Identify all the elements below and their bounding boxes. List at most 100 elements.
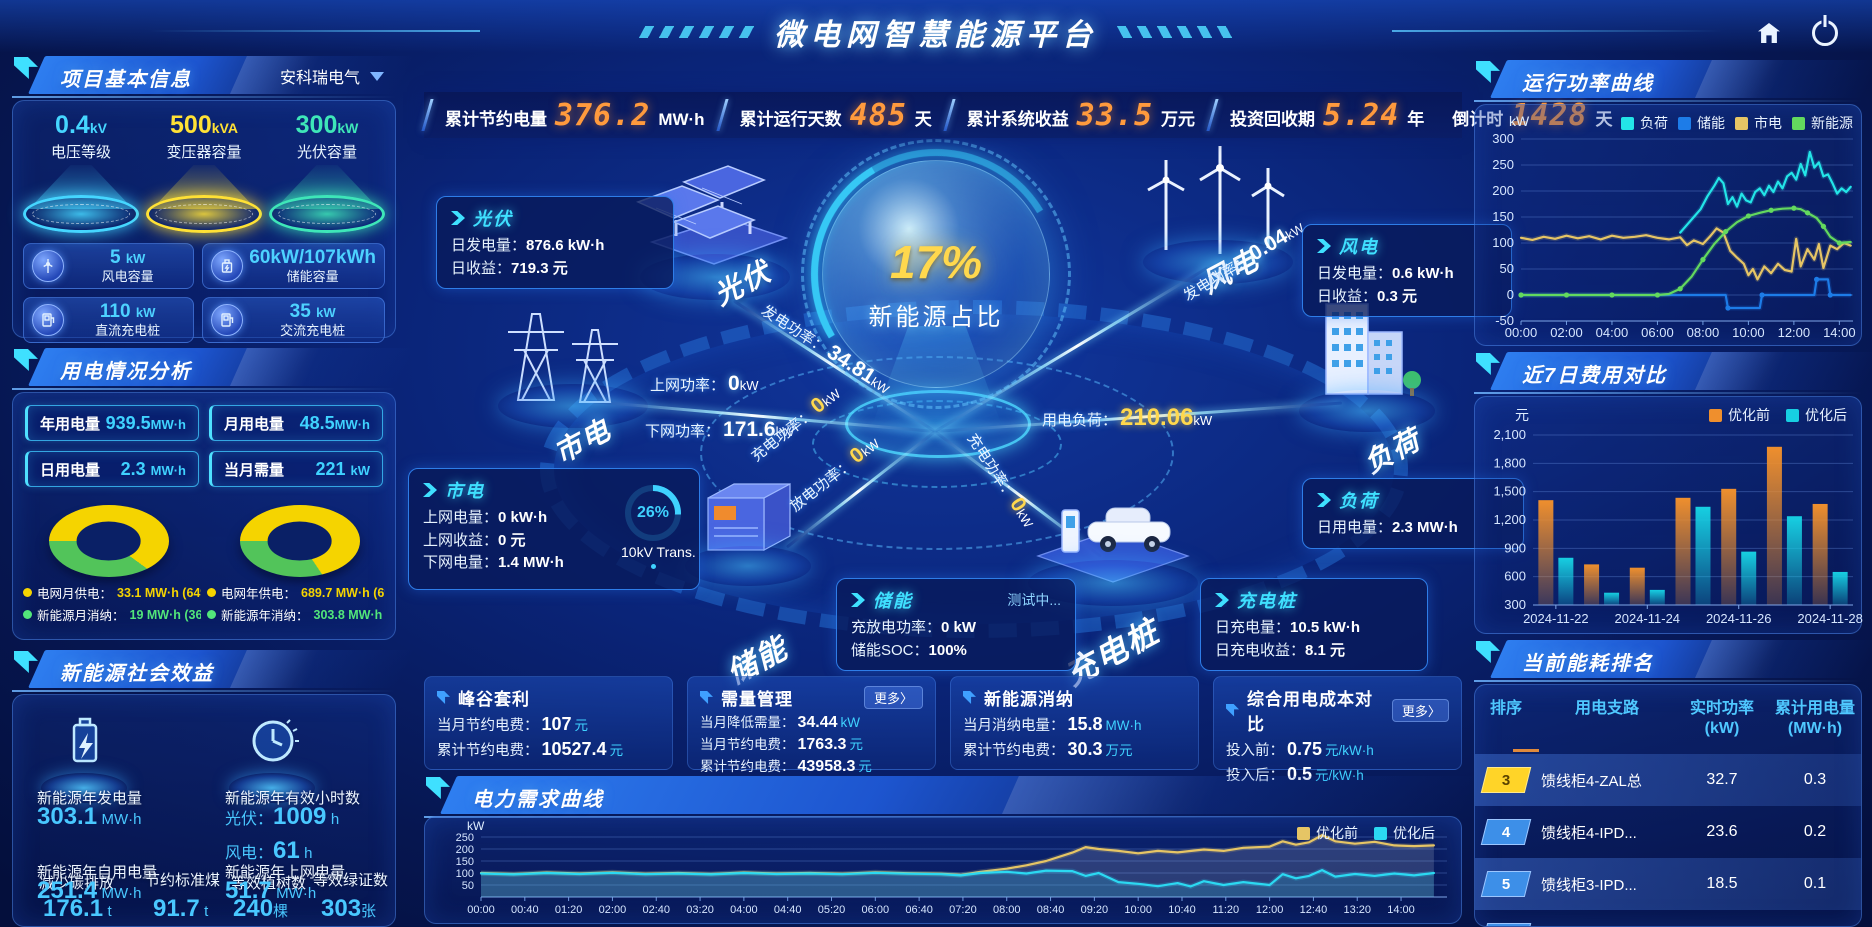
pv-capacity-stat: 300kW 光伏容量 [267, 111, 387, 233]
arrow-icon [1215, 593, 1229, 607]
svg-text:2024-11-24: 2024-11-24 [1615, 611, 1681, 626]
battery-icon [211, 250, 244, 282]
svg-text:0: 0 [1507, 287, 1514, 302]
legend-renewable-year: 新能源年消纳：303.8 MW·h (31% [207, 605, 385, 624]
svg-text:06:00: 06:00 [862, 904, 890, 916]
decor-stripes-left [638, 26, 756, 38]
svg-text:10:00: 10:00 [1124, 904, 1152, 916]
svg-text:08:40: 08:40 [1037, 904, 1065, 916]
charger-info-box: 充电桩 日充电量：10.5 kW·h 日充电收益：8.1 元 [1200, 578, 1428, 671]
svg-text:300: 300 [1504, 597, 1526, 612]
arrow-icon [851, 593, 865, 607]
svg-text:200: 200 [456, 844, 474, 856]
svg-text:250: 250 [456, 832, 474, 844]
self-use-label: 新能源年自用电量 [37, 864, 158, 881]
panel-demand-curve: 电力需求曲线 kW 优化前 优化后 50 100 150 200 250 00:00 00:… [424, 776, 1479, 924]
svg-text:100: 100 [456, 868, 474, 880]
kpi-payback-period: 投资回收期 5.24 年 [1230, 97, 1425, 133]
svg-text:00:00: 00:00 [1505, 325, 1538, 340]
legend-storage[interactable]: 储能 [1678, 113, 1725, 133]
wind-info-box: 风电 日发电量：0.6 kW·h 日收益：0.3 元 [1302, 224, 1512, 317]
renewable-percent: 17% [889, 236, 983, 288]
more-button[interactable]: 更多〉 [863, 686, 923, 709]
peak-valley-card: 峰谷套利 当月节约电费： 107 元 累计节约电费： 10527.4 元 [424, 676, 673, 770]
panel-title: 新能源社会效益 [60, 663, 214, 685]
summary-cards: 峰谷套利 当月节约电费： 107 元 累计节约电费： 10527.4 元 需量管理 更多〉… [424, 676, 1462, 784]
panel-title: 用电情况分析 [60, 361, 192, 383]
svg-text:250: 250 [1492, 157, 1514, 172]
transformer-load-gauge: 26% 10kV Trans. [621, 485, 696, 569]
battery-cabinet-icon [707, 482, 791, 552]
svg-text:150: 150 [1492, 209, 1514, 224]
company-selector[interactable]: 安科瑞电气 [280, 64, 384, 88]
self-use-value: 251.4 MW·h [37, 877, 142, 904]
svg-text:150: 150 [456, 856, 474, 868]
card-icon [1226, 703, 1239, 717]
power-button[interactable] [1806, 14, 1844, 52]
generation-icon [41, 711, 127, 803]
pv-info-box: 光伏 日发电量：876.6 kW·h 日收益：719.3 元 [436, 196, 674, 289]
monthly-usage-stat: 月用电量 48.5MW·h [209, 405, 383, 441]
more-button[interactable]: 更多〉 [1391, 698, 1449, 722]
arrow-icon [451, 211, 465, 225]
power-curve-chart: -50 0 50 100 150 200 250 300 00:00 02:00 04:00 06:0… [1492, 133, 1856, 340]
svg-text:11:20: 11:20 [1212, 904, 1239, 916]
flow-from-grid-power: 下网功率： 171.6kW [645, 418, 795, 441]
rank-badge: 6 [1480, 923, 1532, 926]
legend-grid-month: 电网月供电：33.1 MW·h (64%) [23, 583, 201, 602]
svg-text:2,100: 2,100 [1493, 427, 1526, 442]
svg-text:03:20: 03:20 [686, 904, 714, 916]
load-node [1292, 288, 1442, 432]
to-grid-label: 新能源年上网电量 [225, 864, 346, 881]
arrow-icon [423, 483, 437, 497]
ac-charger-card: 35 kW 交流充电桩 [202, 297, 385, 343]
wind-hours: 风电：61 h [225, 837, 313, 864]
panel-corner-icon [14, 651, 38, 673]
gen-value: 303.1 MW·h [37, 803, 142, 830]
card-icon [700, 691, 713, 704]
svg-text:2024-11-28: 2024-11-28 [1797, 611, 1863, 626]
renewable-consumption-card: 新能源消纳 当月消纳电量： 15.8 MW·h 累计节约电费： 30.3 万元 [950, 676, 1199, 770]
home-button[interactable] [1750, 14, 1788, 52]
power-icon [1812, 20, 1838, 46]
table-row[interactable]: 4 馈线柜4-IPD... 23.6 0.2 [1475, 806, 1861, 858]
legend-before-optimize[interactable]: 优化前 [1297, 823, 1358, 843]
svg-text:50: 50 [1500, 261, 1514, 276]
legend-renewable[interactable]: 新能源 [1792, 113, 1853, 133]
y-axis-unit: kW [1509, 113, 1530, 129]
legend-after-optimize[interactable]: 优化后 [1374, 823, 1435, 843]
voltage-level-stat: 0.4kV 电压等级 [21, 111, 141, 233]
kpi-saved-energy: 累计节约电量 376.2 MW·h [445, 97, 705, 133]
svg-text:00:00: 00:00 [467, 904, 495, 916]
hours-clock-icon [229, 711, 315, 803]
legend-load[interactable]: 负荷 [1621, 113, 1668, 133]
table-row[interactable]: 3 馈线柜4-ZAL总 32.7 0.3 [1475, 754, 1861, 806]
svg-text:-50: -50 [1495, 313, 1514, 328]
panel-title: 电力需求曲线 [472, 789, 604, 811]
legend-after-optimize[interactable]: 优化后 [1786, 405, 1847, 425]
y-axis-unit: kW [467, 819, 485, 833]
svg-text:12:00: 12:00 [1778, 325, 1811, 340]
storage-capacity-card: 60kW/107kWh 储能容量 [202, 243, 385, 289]
solar-panels-icon [635, 165, 789, 265]
yearly-energy-donut [220, 495, 380, 579]
svg-text:200: 200 [1492, 183, 1514, 198]
legend-grid[interactable]: 市电 [1735, 113, 1782, 133]
cost-legend: 优化前 优化后 [1709, 405, 1847, 425]
decor-stripes-right [1116, 26, 1234, 38]
svg-text:05:20: 05:20 [818, 904, 846, 916]
charger-node [1018, 460, 1208, 606]
svg-text:12:00: 12:00 [1256, 904, 1284, 916]
power-curve-legend: 负荷 储能 市电 新能源 [1621, 113, 1853, 133]
svg-text:14:00: 14:00 [1823, 325, 1856, 340]
monthly-energy-donut [29, 495, 189, 579]
svg-text:04:00: 04:00 [730, 904, 758, 916]
legend-before-optimize[interactable]: 优化前 [1709, 405, 1770, 425]
trees-value: 240棵 [233, 895, 289, 922]
table-row[interactable]: 5 馈线柜3-IPD... 18.5 0.1 [1475, 858, 1861, 910]
cost-compare-chart: 300 600 900 1,200 1,500 1,800 2,100 2024-11-22 2… [1493, 427, 1863, 626]
svg-text:13:20: 13:20 [1343, 904, 1371, 916]
table-row[interactable]: 6 馈线柜6-IPD 22.7 0.1 [1475, 910, 1861, 926]
co2-label: 减少碳排放 [39, 875, 115, 892]
